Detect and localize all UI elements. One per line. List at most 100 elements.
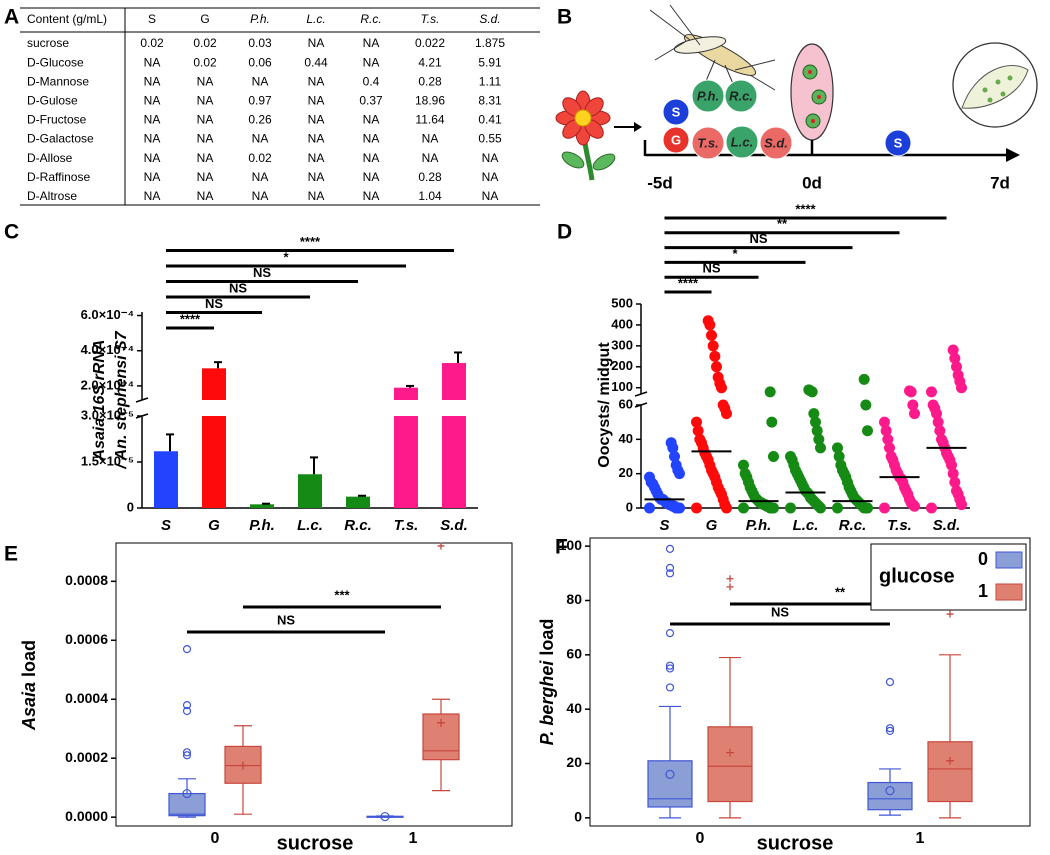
- table-cell: D-Galactose: [27, 132, 94, 146]
- plot-frame: [589, 537, 1031, 827]
- table-cell: NA: [422, 132, 439, 146]
- table-cell: NA: [252, 189, 269, 203]
- table-cell: NA: [363, 170, 380, 184]
- table-cell: 1.875: [475, 36, 505, 50]
- significance-label: NS: [749, 231, 767, 246]
- bar: [202, 416, 226, 508]
- table-cell: 0.97: [248, 93, 272, 107]
- table-cell: NA: [363, 151, 380, 165]
- oocyst-dot: [811, 119, 815, 123]
- table-cell: NA: [144, 151, 161, 165]
- box: [927, 741, 973, 803]
- table-cell: D-Gulose: [27, 93, 78, 107]
- leaf: [561, 151, 585, 169]
- flower: [555, 90, 616, 181]
- y-tick-label: 3.0×10⁻⁵: [81, 407, 134, 422]
- panel-label: F: [555, 536, 568, 559]
- point: [665, 437, 677, 449]
- point: [884, 442, 895, 454]
- bubble: [724, 79, 758, 113]
- box: [168, 792, 206, 817]
- bar: [346, 496, 370, 508]
- significance-label: NS: [277, 612, 295, 627]
- significance-label: *: [732, 246, 738, 261]
- table-cell: D-Allose: [27, 151, 73, 165]
- y-tick-label: 100: [611, 379, 633, 394]
- table-cell: NA: [363, 55, 380, 69]
- point: [810, 416, 821, 428]
- mean-marker: [380, 811, 390, 822]
- y-axis-label: Oocysts/ midgut: [596, 342, 613, 468]
- table-header: P.h.: [250, 12, 270, 26]
- leaf: [592, 153, 616, 171]
- point: [947, 468, 959, 480]
- significance-label: **: [777, 216, 788, 231]
- legend-title: glucose: [879, 565, 955, 587]
- table-cell: NA: [252, 132, 269, 146]
- point: [670, 459, 682, 471]
- x-tick-label: P.h.: [249, 517, 275, 534]
- table-cell: D-Glucose: [27, 55, 84, 69]
- point: [711, 361, 722, 373]
- point: [738, 459, 749, 471]
- table-cell: 11.64: [415, 113, 444, 127]
- mean-marker: [239, 761, 247, 770]
- mean-marker: [946, 756, 954, 765]
- table-cell: 5.91: [478, 55, 502, 69]
- point: [833, 451, 845, 462]
- table-header: R.c.: [360, 12, 381, 26]
- y-tick-label: 100: [559, 537, 583, 553]
- point: [803, 384, 815, 396]
- table-cell: NA: [197, 74, 214, 88]
- table-cell: D-Altrose: [27, 189, 77, 203]
- table-cell: NA: [308, 189, 325, 203]
- legend-swatch: [995, 583, 1023, 601]
- timeline-label: -5d: [647, 173, 673, 192]
- x-tick-label: P.h.: [746, 517, 772, 534]
- point: [717, 399, 729, 411]
- y-tick-label: 0: [574, 809, 582, 825]
- outlier: [665, 628, 675, 638]
- bar: [442, 363, 466, 400]
- table-cell: NA: [308, 113, 325, 127]
- y-tick-label: 0: [127, 499, 134, 514]
- point: [712, 371, 724, 383]
- table-header: S: [148, 12, 156, 26]
- point: [926, 502, 937, 514]
- bubble: [691, 79, 725, 113]
- table-cell: 1.11: [479, 74, 502, 88]
- box: [647, 760, 693, 808]
- oocyst-dot: [982, 87, 988, 93]
- point: [709, 350, 721, 362]
- point: [644, 471, 655, 483]
- x-tick-label: G: [706, 517, 718, 534]
- outlier: [665, 661, 675, 670]
- significance-label: ****: [795, 201, 816, 216]
- point: [949, 476, 961, 488]
- x-tick-label: S.d.: [440, 517, 468, 534]
- bubble: [662, 126, 690, 154]
- outlier: [726, 575, 734, 583]
- oocyst-dot: [987, 97, 993, 103]
- table-cell: 8.31: [478, 93, 502, 107]
- outlier: [885, 726, 895, 736]
- mean-marker: [726, 748, 734, 757]
- bubble: [884, 129, 912, 157]
- point: [811, 425, 823, 437]
- point: [835, 459, 847, 471]
- table-cell: NA: [308, 170, 325, 184]
- panel-label: D: [557, 221, 572, 244]
- table-cell: 0.02: [248, 151, 272, 165]
- axis-break: [135, 397, 149, 403]
- table-cell: 0.28: [418, 170, 442, 184]
- point: [644, 502, 655, 514]
- table-cell: NA: [144, 170, 161, 184]
- table-cell: NA: [363, 189, 380, 203]
- legend-label: 0: [978, 549, 988, 569]
- table-cell: 0.55: [478, 132, 502, 146]
- x-tick-label: G: [208, 517, 220, 534]
- table-cell: 1.04: [418, 189, 442, 203]
- table-cell: D-Fructose: [27, 113, 87, 127]
- y-tick-label: 40: [619, 431, 633, 446]
- point: [738, 502, 749, 514]
